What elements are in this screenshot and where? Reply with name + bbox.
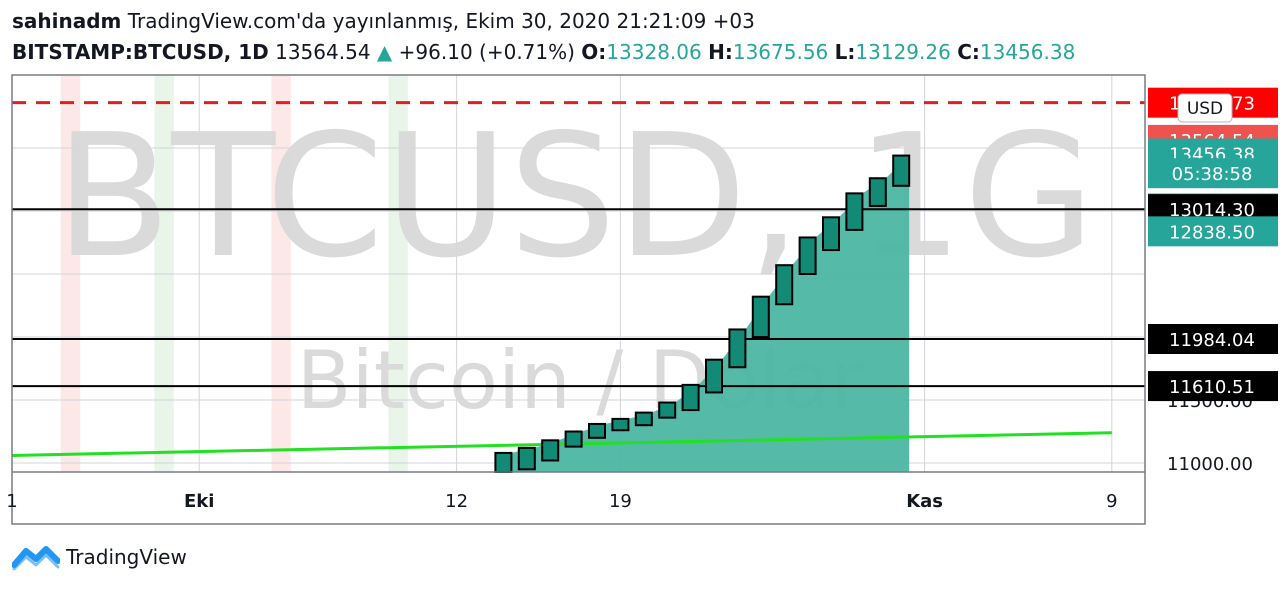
price-tick-label: 11000.00 [1167,454,1253,475]
time-axis-label: 9 [1106,491,1117,512]
author-name: sahinadm [12,9,122,33]
price-axis-label: 12838.50 [1169,222,1255,243]
candle [845,192,864,231]
candle [517,446,536,471]
triangle-up-icon: ▲ [376,40,393,64]
currency-badge [1177,93,1233,123]
candle [892,154,911,187]
trend-line [11,431,1112,457]
low-value: 13129.26 [855,40,951,64]
low-label: L: [834,40,856,64]
candle [634,411,653,427]
candle [541,439,560,462]
candle [494,451,513,474]
close-label: C: [957,40,980,64]
time-axis-label: 12 [445,491,468,512]
chart-header-published: sahinadm TradingView.com'da yayınlanmış,… [12,9,755,33]
currency-label: USD [1187,99,1223,119]
price-axis-label-bg [1148,324,1278,355]
candle [658,401,677,419]
candle [728,328,747,369]
price-axis-label: 13014.30 [1169,200,1255,221]
candle [775,264,794,306]
price-axis-label-bg [1148,158,1278,189]
candle [798,236,817,276]
time-axis-label: 19 [609,491,632,512]
time-axis-label: Kas [906,491,943,512]
candle [822,216,840,252]
time-axis-label: Eki [184,491,214,512]
time-axis-label: 1 [6,491,17,512]
candle [611,417,630,432]
tradingview-logo-icon [12,546,60,571]
tradingview-footer[interactable]: TradingView [12,543,187,571]
open-label: O: [581,40,607,64]
price-axis-label: 11984.04 [1169,330,1255,351]
price-axis-label: 11610.51 [1169,377,1255,398]
price-axis-label-bg [1148,216,1278,247]
symbol-name: BITSTAMP:BTCUSD, 1D [12,40,269,64]
last-price: 13564.54 [275,40,371,64]
candle [705,358,723,394]
high-value: 13675.56 [732,40,829,64]
chart-frame [11,74,1146,525]
candle [751,295,770,338]
symbol-info-row: BITSTAMP:BTCUSD, 1D 13564.54 ▲ +96.10 (+… [12,40,1075,64]
open-value: 13328.06 [606,40,702,64]
candle [681,383,700,412]
price-axis-label-bg [1148,371,1278,402]
tradingview-brand: TradingView [66,545,187,569]
price-axis-label: 05:38:58 [1172,164,1253,185]
price-area-fill [511,155,910,472]
watermark-symbol: BTCUSD, 1G [55,98,1095,296]
high-label: H: [708,40,733,64]
price-change: +96.10 (+0.71%) [398,40,575,64]
candle [868,177,887,207]
published-info: TradingView.com'da yayınlanmış, Ekim 30,… [127,9,755,33]
close-value: 13456.38 [979,40,1076,64]
candle [564,430,583,448]
candle [588,422,606,439]
